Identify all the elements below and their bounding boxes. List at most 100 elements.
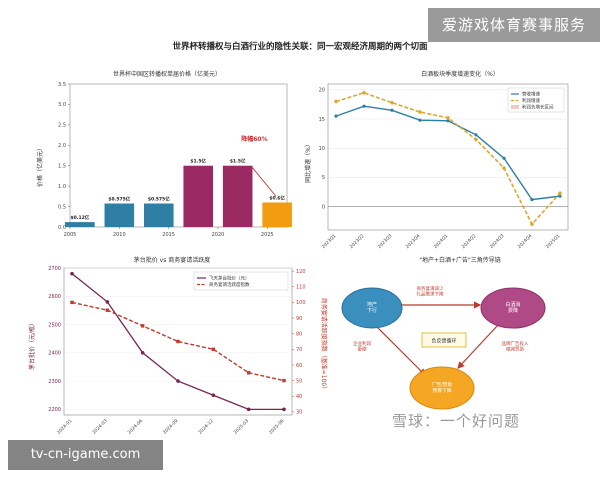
chart2-point bbox=[446, 119, 450, 123]
chart2-point bbox=[417, 109, 423, 115]
arrow-liquor-ads bbox=[457, 324, 499, 369]
chart3-activity-point bbox=[211, 347, 216, 352]
chart3-ytick-left-label: 2600 bbox=[48, 294, 61, 300]
watermark-bottom: tv-cn-igame.com bbox=[8, 440, 163, 470]
chart1-bar-label: $0.575亿 bbox=[148, 196, 170, 203]
transmission-chain-diagram: "地产+白酒+广告"三角传导链 商务宴请减少礼品需求下降 企业利润萎缩 品牌广告… bbox=[341, 256, 546, 410]
node-estate bbox=[341, 287, 403, 329]
chart2-ytick-label: 15 bbox=[319, 117, 325, 123]
chart2-title: 白酒板块季度增速变化（%） bbox=[421, 70, 499, 78]
chart1-bar bbox=[143, 203, 174, 227]
chart3-ytick-right-label: 40 bbox=[296, 394, 302, 400]
chart1-xtick-label: 2010 bbox=[113, 232, 126, 238]
chart3-ytick-right-label: 60 bbox=[296, 363, 302, 369]
chart2-legend-label: 利润负增长区间 bbox=[522, 104, 554, 111]
chart2-point bbox=[529, 221, 535, 227]
chart3-activity-point bbox=[282, 378, 286, 383]
chart2-point bbox=[530, 198, 534, 202]
chart1-bar bbox=[262, 202, 292, 227]
broadcast-rights-bar-chart: 世界杯中国区转播权单届价格（亿美元） 价格（亿美元） 0.0 0.5 1.0 1.5 2… bbox=[36, 70, 292, 238]
chart3-activity-point bbox=[176, 339, 180, 344]
chart2-point bbox=[474, 133, 478, 137]
chart3-ylabel-right: 商务宴请活跃度指数（基准=100） bbox=[320, 298, 328, 392]
liquor-growth-line-chart: 白酒板块季度增速变化（%） 同比增速（%） 0 5 10 15 20 2023Q1 2023… bbox=[304, 70, 569, 250]
moutai-price-dual-line-chart: 茅台批价 vs 商务宴请活跃度 茅台批价（元/瓶） 商务宴请活跃度指数（基准=1… bbox=[28, 256, 328, 436]
chart2-point bbox=[334, 114, 338, 118]
chart3-xtick-label: 2024-01 bbox=[56, 418, 74, 436]
chart3-ytick-left-label: 2400 bbox=[48, 351, 61, 357]
chart2-point bbox=[361, 90, 367, 96]
chart1-ytick-label: 0.5 bbox=[58, 204, 66, 210]
chart1-xtick-label: 2005 bbox=[64, 232, 77, 238]
chart1-ylabel: 价格（亿美元） bbox=[36, 145, 44, 187]
chart3-activity-point bbox=[140, 324, 145, 328]
chart1-bar bbox=[222, 165, 253, 227]
chart2-xtick-label: 2024Q4 bbox=[517, 233, 534, 250]
chart1-ytick-label: 3.5 bbox=[58, 82, 66, 88]
watermark-top: 爱游戏体育赛事服务 bbox=[428, 8, 600, 42]
edge-label-estate-liquor: 商务宴请减少礼品需求下降 bbox=[417, 285, 444, 297]
chart1-bar-label: $0.12亿 bbox=[70, 214, 89, 221]
chart3-xtick-label: 2024-06 bbox=[127, 418, 145, 436]
chart2-ytick-label: 10 bbox=[319, 146, 325, 152]
node-ads-label: 广告/赞助预算下降 bbox=[432, 381, 453, 394]
node-liquor bbox=[480, 287, 546, 329]
diagram-title: "地产+白酒+广告"三角传导链 bbox=[419, 256, 501, 264]
chart3-ytick-right-label: 80 bbox=[296, 331, 302, 337]
chart2-legend-label: 利润增速 bbox=[522, 97, 540, 104]
chart1-ytick-label: 2.5 bbox=[58, 123, 66, 129]
chart3-ytick-right-label: 30 bbox=[296, 410, 302, 416]
chart1-bar-label: $1.5亿 bbox=[230, 158, 246, 165]
chart3-xtick-label: 2024-03 bbox=[91, 418, 109, 436]
chart2-point bbox=[362, 104, 366, 108]
chart2-legend-label: 营收增速 bbox=[522, 91, 540, 98]
center-feedback-box bbox=[421, 332, 467, 348]
chart3-ylabel-left: 茅台批价（元/瓶） bbox=[28, 320, 36, 370]
chart2-point bbox=[389, 100, 395, 105]
chart1-bar bbox=[104, 203, 135, 227]
chart1-bar bbox=[65, 222, 95, 227]
chart3-price-point bbox=[246, 407, 251, 412]
edge-label-estate-ads: 企业利润萎缩 bbox=[353, 340, 371, 352]
chart1-decline-arrow bbox=[252, 167, 277, 197]
arrow-estate-ads bbox=[374, 324, 426, 376]
chart1-ytick-label: 0.0 bbox=[58, 225, 66, 231]
chart2-point bbox=[445, 115, 451, 121]
chart2-ylabel: 同比增速（%） bbox=[304, 141, 312, 183]
chart1-bar-label: $0.575亿 bbox=[108, 196, 130, 203]
chart3-legend bbox=[193, 271, 289, 291]
chart2-ytick-label: 20 bbox=[319, 88, 325, 94]
chart1-xtick-label: 2015 bbox=[162, 232, 175, 238]
chart3-price-point bbox=[211, 393, 216, 398]
chart1-ytick-label: 3.0 bbox=[58, 102, 66, 108]
chart3-price-point bbox=[70, 271, 74, 276]
chart1-bar bbox=[183, 165, 214, 227]
main-title: 世界杯转播权与白酒行业的隐性关联：同一宏观经济周期的两个切面 bbox=[172, 42, 428, 52]
chart2-xtick-label: 2024Q2 bbox=[461, 233, 478, 250]
chart3-xtick-label: 2025-03 bbox=[233, 418, 251, 436]
chart3-ytick-right-label: 70 bbox=[296, 347, 302, 353]
node-ads bbox=[409, 366, 475, 410]
chart2-ytick-label: 5 bbox=[322, 175, 325, 181]
chart2-point bbox=[558, 194, 562, 198]
chart1-bar-label: $0.6亿 bbox=[269, 194, 285, 201]
chart2-point bbox=[418, 118, 422, 122]
chart2-xtick-label: 2023Q4 bbox=[405, 233, 422, 250]
chart2-xtick-label: 2024Q1 bbox=[433, 233, 450, 250]
chart3-price-point bbox=[282, 407, 286, 412]
chart3-legend-label: 商务宴请活跃度指数 bbox=[209, 281, 250, 288]
node-liquor-label: 白酒消费降 bbox=[505, 301, 520, 314]
chart3-ytick-right-label: 120 bbox=[296, 269, 306, 275]
chart3-ytick-left-label: 2300 bbox=[48, 379, 61, 385]
chart3-ytick-left-label: 2200 bbox=[48, 407, 61, 413]
chart3-activity-point bbox=[70, 300, 74, 305]
node-estate-label: 地产下行 bbox=[367, 301, 377, 314]
chart1-ytick-label: 2.0 bbox=[58, 143, 66, 149]
chart2-plot-frame bbox=[327, 83, 569, 231]
chart3-ytick-right-label: 90 bbox=[296, 316, 302, 322]
chart3-title: 茅台批价 vs 商务宴请活跃度 bbox=[134, 256, 211, 264]
chart2-legend-swatch bbox=[511, 105, 519, 109]
chart1-plot-frame bbox=[69, 83, 288, 228]
chart2-xtick-label: 2023Q2 bbox=[349, 233, 366, 250]
chart2-series-line bbox=[335, 91, 561, 226]
